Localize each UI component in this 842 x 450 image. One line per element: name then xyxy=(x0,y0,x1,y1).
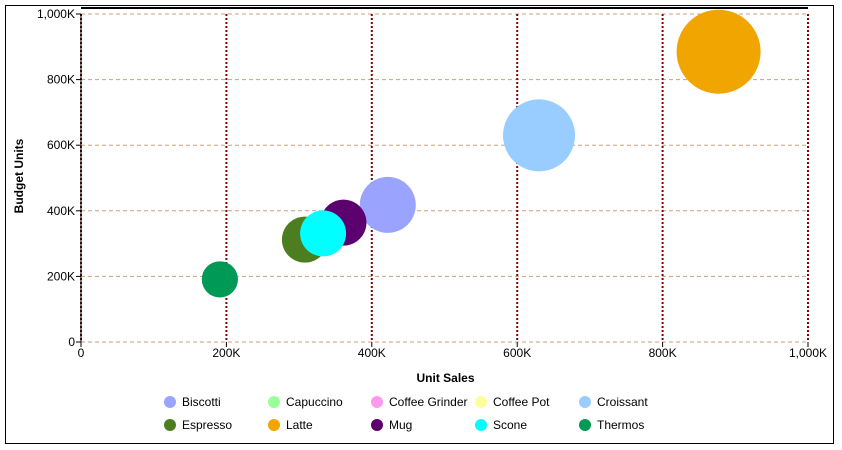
y-tick-label: 0 xyxy=(68,335,75,349)
legend-swatch xyxy=(579,396,591,408)
y-tick-label: 600K xyxy=(47,138,75,152)
legend-label: Croissant xyxy=(597,395,648,409)
x-axis-title: Unit Sales xyxy=(416,371,474,385)
bubble-thermos-top xyxy=(201,261,238,298)
legend-label: Biscotti xyxy=(182,395,221,409)
legend-swatch xyxy=(475,396,487,408)
x-tick-label: 600K xyxy=(503,346,531,360)
tick-labels: 0 200K 400K 600K 800K 1,000K 0 200K 400K 600K 800K… xyxy=(37,7,827,360)
legend-label: Scone xyxy=(493,418,527,432)
y-tick-label: 200K xyxy=(47,269,75,283)
x-tick-label: 800K xyxy=(649,346,677,360)
legend-label: Latte xyxy=(286,418,313,432)
legend-label: Capuccino xyxy=(286,395,343,409)
legend-swatch xyxy=(371,419,383,431)
y-tick-label: 400K xyxy=(47,204,75,218)
bubbles xyxy=(201,9,761,298)
bubble-croissant xyxy=(503,99,576,172)
legend: Biscotti Capuccino Coffee Grinder Coffee Po… xyxy=(164,395,648,432)
legend-item-coffee-pot: Coffee Pot xyxy=(475,395,550,409)
legend-item-capuccino: Capuccino xyxy=(268,395,343,409)
axes xyxy=(76,13,809,347)
legend-label: Coffee Pot xyxy=(493,395,550,409)
legend-swatch xyxy=(475,419,487,431)
bubble-scone xyxy=(300,210,347,257)
legend-item-latte: Latte xyxy=(268,418,313,432)
legend-item-thermos: Thermos xyxy=(579,418,644,432)
y-tick-label: 1,000K xyxy=(37,7,75,21)
y-axis-title: Budget Units xyxy=(12,138,26,213)
legend-label: Coffee Grinder xyxy=(389,395,468,409)
legend-swatch xyxy=(579,419,591,431)
x-tick-label: 200K xyxy=(212,346,240,360)
legend-item-coffee-grinder: Coffee Grinder xyxy=(371,395,468,409)
legend-label: Espresso xyxy=(182,418,232,432)
bubble-biscotti xyxy=(359,176,416,233)
legend-swatch xyxy=(268,396,280,408)
legend-swatch xyxy=(164,419,176,431)
legend-item-biscotti: Biscotti xyxy=(164,395,221,409)
legend-swatch xyxy=(371,396,383,408)
legend-label: Thermos xyxy=(597,418,644,432)
legend-item-mug: Mug xyxy=(371,418,412,432)
legend-label: Mug xyxy=(389,418,412,432)
bubble-latte xyxy=(676,9,761,94)
legend-swatch xyxy=(268,419,280,431)
y-tick-label: 800K xyxy=(47,73,75,87)
x-tick-label: 1,000K xyxy=(789,346,827,360)
x-tick-label: 0 xyxy=(78,346,85,360)
legend-item-espresso: Espresso xyxy=(164,418,232,432)
legend-item-croissant: Croissant xyxy=(579,395,648,409)
legend-item-scone: Scone xyxy=(475,418,527,432)
x-tick-label: 400K xyxy=(358,346,386,360)
legend-swatch xyxy=(164,396,176,408)
